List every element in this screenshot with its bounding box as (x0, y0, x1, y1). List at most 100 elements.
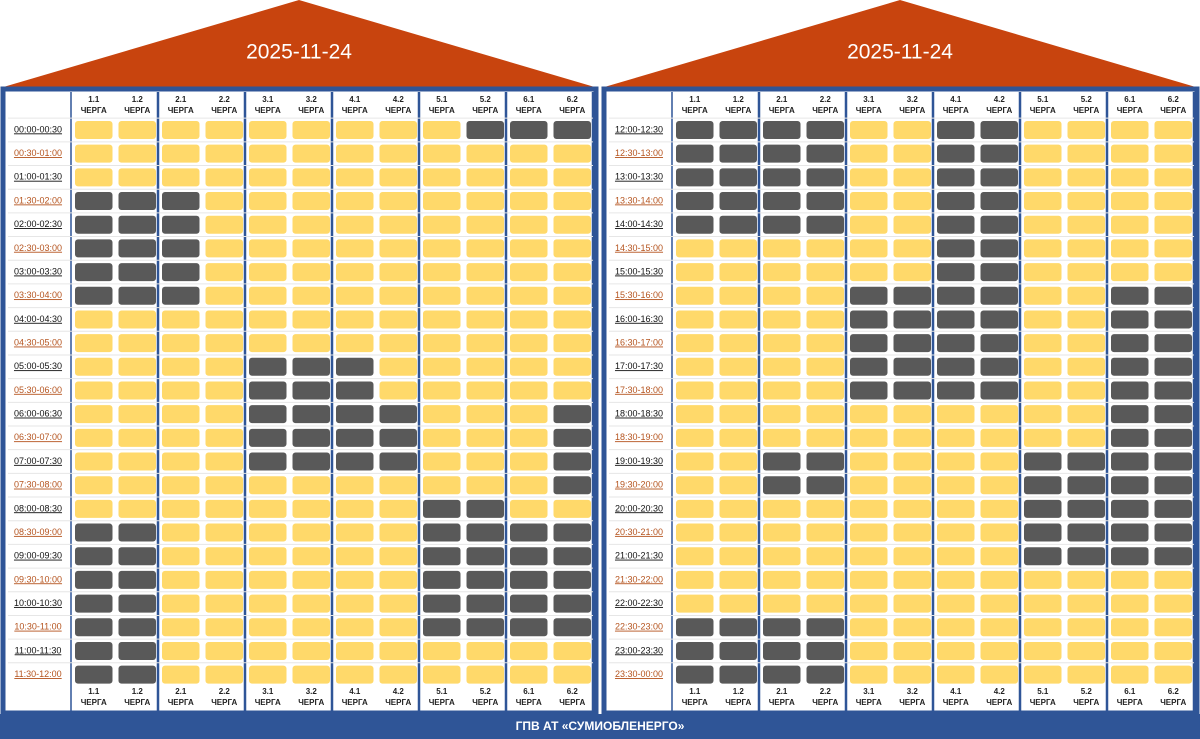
queue-cell (763, 476, 801, 495)
queue-cell (292, 192, 330, 211)
queue-cell (379, 239, 417, 258)
queue-cell (806, 428, 844, 447)
queue-cell (292, 144, 330, 163)
time-label: 13:00-13:30 (615, 172, 663, 182)
queue-cell (162, 476, 200, 495)
queue-cell (336, 357, 374, 376)
queue-cell (292, 286, 330, 305)
time-label: 01:30-02:00 (14, 195, 62, 205)
queue-cell (118, 476, 156, 495)
queue-cell (893, 476, 931, 495)
queue-cell (1111, 381, 1149, 400)
queue-cell (937, 310, 975, 329)
queue-cell (162, 121, 200, 139)
queue-number: 6.2 (1168, 687, 1180, 696)
queue-cell (118, 263, 156, 282)
queue-cell (850, 239, 888, 258)
queue-cell (1024, 452, 1062, 471)
queue-cell (292, 476, 330, 495)
queue-number: 5.2 (1081, 95, 1093, 104)
queue-number: 1.1 (88, 95, 100, 104)
queue-cell (466, 263, 504, 282)
queue-cell (205, 618, 243, 637)
queue-cell (980, 239, 1018, 258)
queue-cell (423, 239, 461, 258)
queue-cell (806, 618, 844, 637)
queue-cell (937, 286, 975, 305)
queue-word: ЧЕРГА (943, 106, 969, 115)
queue-cell (763, 523, 801, 542)
queue-cell (676, 428, 714, 447)
queue-cell (980, 618, 1018, 637)
queue-number: 1.1 (689, 95, 701, 104)
queue-cell (249, 499, 287, 518)
time-label: 00:00-00:30 (14, 124, 62, 134)
queue-cell (1024, 476, 1062, 495)
queue-word: ЧЕРГА (682, 106, 708, 115)
queue-cell (249, 357, 287, 376)
queue-cell (719, 428, 757, 447)
queue-word: ЧЕРГА (516, 698, 542, 707)
queue-cell (980, 192, 1018, 211)
queue-cell (850, 570, 888, 589)
queue-cell (423, 523, 461, 542)
queue-cell (676, 641, 714, 660)
queue-number: 2.1 (776, 687, 788, 696)
time-label: 13:30-14:00 (615, 195, 663, 205)
queue-cell (850, 192, 888, 211)
time-label: 10:30-11:00 (14, 622, 61, 632)
queue-cell (249, 310, 287, 329)
queue-cell (676, 121, 714, 139)
queue-cell (937, 452, 975, 471)
queue-cell (466, 121, 504, 139)
queue-cell (893, 594, 931, 613)
queue-cell (937, 523, 975, 542)
queue-cell (719, 121, 757, 139)
time-label: 22:00-22:30 (615, 598, 663, 608)
queue-cell (162, 641, 200, 660)
queue-cell (937, 405, 975, 424)
queue-cell (806, 594, 844, 613)
queue-cell (336, 547, 374, 566)
time-label: 21:00-21:30 (615, 551, 663, 561)
queue-cell (510, 547, 548, 566)
queue-cell (466, 286, 504, 305)
queue-word: ЧЕРГА (812, 106, 838, 115)
queue-cell (118, 239, 156, 258)
time-label: 11:30-12:00 (14, 669, 61, 679)
queue-cell (676, 547, 714, 566)
queue-cell (292, 405, 330, 424)
queue-cell (336, 405, 374, 424)
queue-cell (806, 263, 844, 282)
queue-cell (1111, 286, 1149, 305)
queue-number: 4.1 (349, 687, 361, 696)
queue-cell (423, 334, 461, 353)
queue-cell (1024, 357, 1062, 376)
queue-cell (1067, 357, 1105, 376)
queue-cell (937, 168, 975, 187)
queue-word: ЧЕРГА (899, 698, 925, 707)
queue-cell (1111, 428, 1149, 447)
queue-cell (118, 215, 156, 234)
queue-cell (205, 334, 243, 353)
queue-cell (553, 310, 591, 329)
queue-cell (423, 215, 461, 234)
queue-cell (719, 192, 757, 211)
queue-cell (676, 215, 714, 234)
time-label: 16:30-17:00 (615, 337, 663, 347)
queue-cell (336, 665, 374, 684)
time-label: 01:00-01:30 (14, 172, 62, 182)
queue-cell (1111, 121, 1149, 139)
queue-cell (1024, 239, 1062, 258)
queue-cell (379, 381, 417, 400)
queue-cell (553, 476, 591, 495)
queue-cell (763, 215, 801, 234)
queue-cell (893, 499, 931, 518)
queue-cell (980, 357, 1018, 376)
queue-cell (292, 665, 330, 684)
queue-cell (510, 263, 548, 282)
time-label: 08:00-08:30 (14, 503, 62, 513)
queue-word: ЧЕРГА (769, 698, 795, 707)
queue-number: 2.2 (820, 687, 832, 696)
queue-cell (249, 381, 287, 400)
